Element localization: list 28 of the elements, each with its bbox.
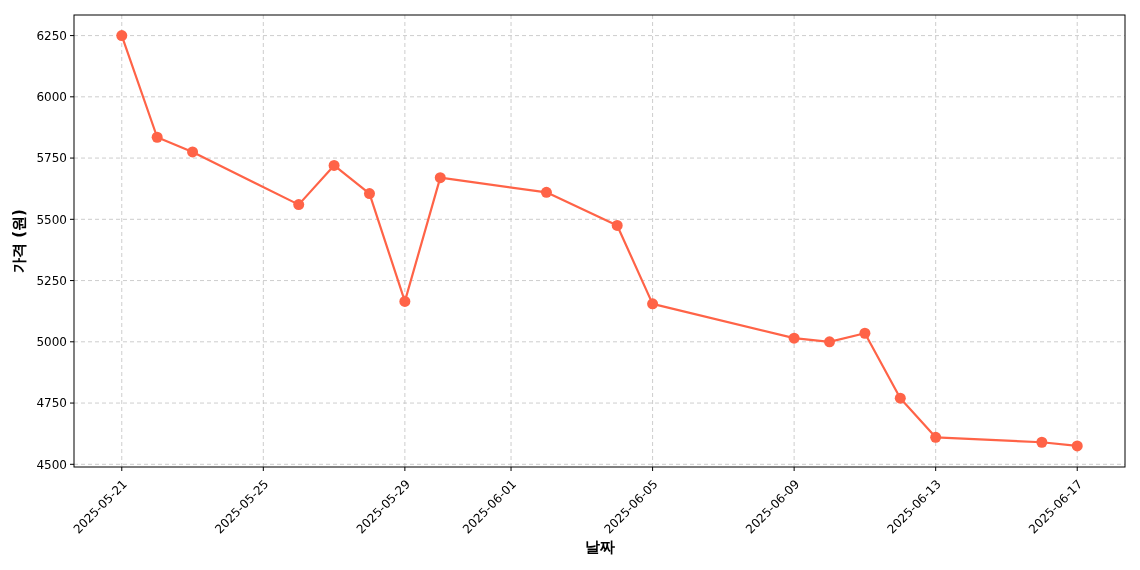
- point: [151, 131, 163, 143]
- point: [930, 431, 942, 443]
- point: [824, 336, 836, 348]
- point: [399, 295, 411, 307]
- y-tick-label: 5750: [36, 151, 67, 166]
- point: [328, 159, 340, 171]
- point: [293, 199, 305, 211]
- y-tick-label: 4500: [36, 457, 67, 472]
- point: [1071, 440, 1083, 452]
- point: [894, 392, 906, 404]
- y-tick-label: 6000: [36, 90, 67, 105]
- y-axis-title: 가격 (원): [10, 209, 28, 273]
- point: [187, 146, 199, 158]
- y-tick-label: 5500: [36, 212, 67, 227]
- y-tick-label: 4750: [36, 396, 67, 411]
- point: [1036, 436, 1048, 448]
- point: [116, 30, 128, 42]
- point: [363, 188, 375, 200]
- point: [540, 186, 552, 198]
- point: [647, 298, 659, 310]
- y-tick-label: 5000: [36, 335, 67, 350]
- point: [434, 172, 446, 184]
- point: [611, 219, 623, 231]
- x-axis-title: 날짜: [584, 538, 615, 556]
- point: [859, 327, 871, 339]
- point: [788, 332, 800, 344]
- y-tick-label: 6250: [36, 28, 67, 43]
- y-tick-label: 5250: [36, 273, 67, 288]
